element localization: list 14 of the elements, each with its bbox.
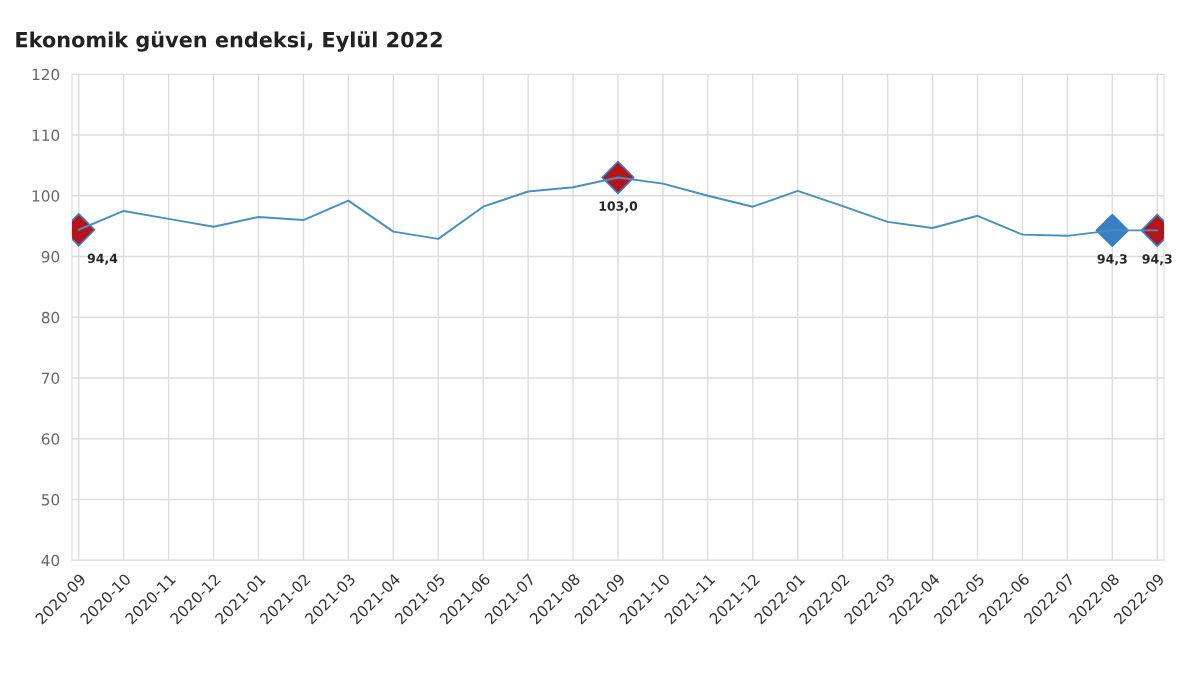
y-tick-label: 60 bbox=[41, 433, 60, 445]
y-tick-label: 100 bbox=[32, 190, 60, 202]
data-label: 103,0 bbox=[599, 201, 638, 213]
data-label: 94,4 bbox=[87, 253, 118, 265]
y-tick-label: 50 bbox=[41, 493, 60, 506]
data-label: 94,3 bbox=[1142, 254, 1172, 266]
y-tick-label: 120 bbox=[32, 68, 60, 81]
y-tick-label: 70 bbox=[42, 372, 60, 385]
y-tick-label: 80 bbox=[41, 311, 60, 324]
chart-title: Ekonomik güven endeksi, Eylül 2022 bbox=[16, 31, 442, 52]
data-label: 94,3 bbox=[1097, 254, 1127, 266]
y-tick-label: 90 bbox=[41, 250, 60, 263]
y-tick-label: 40 bbox=[41, 554, 60, 567]
y-tick-label: 110 bbox=[32, 129, 60, 142]
